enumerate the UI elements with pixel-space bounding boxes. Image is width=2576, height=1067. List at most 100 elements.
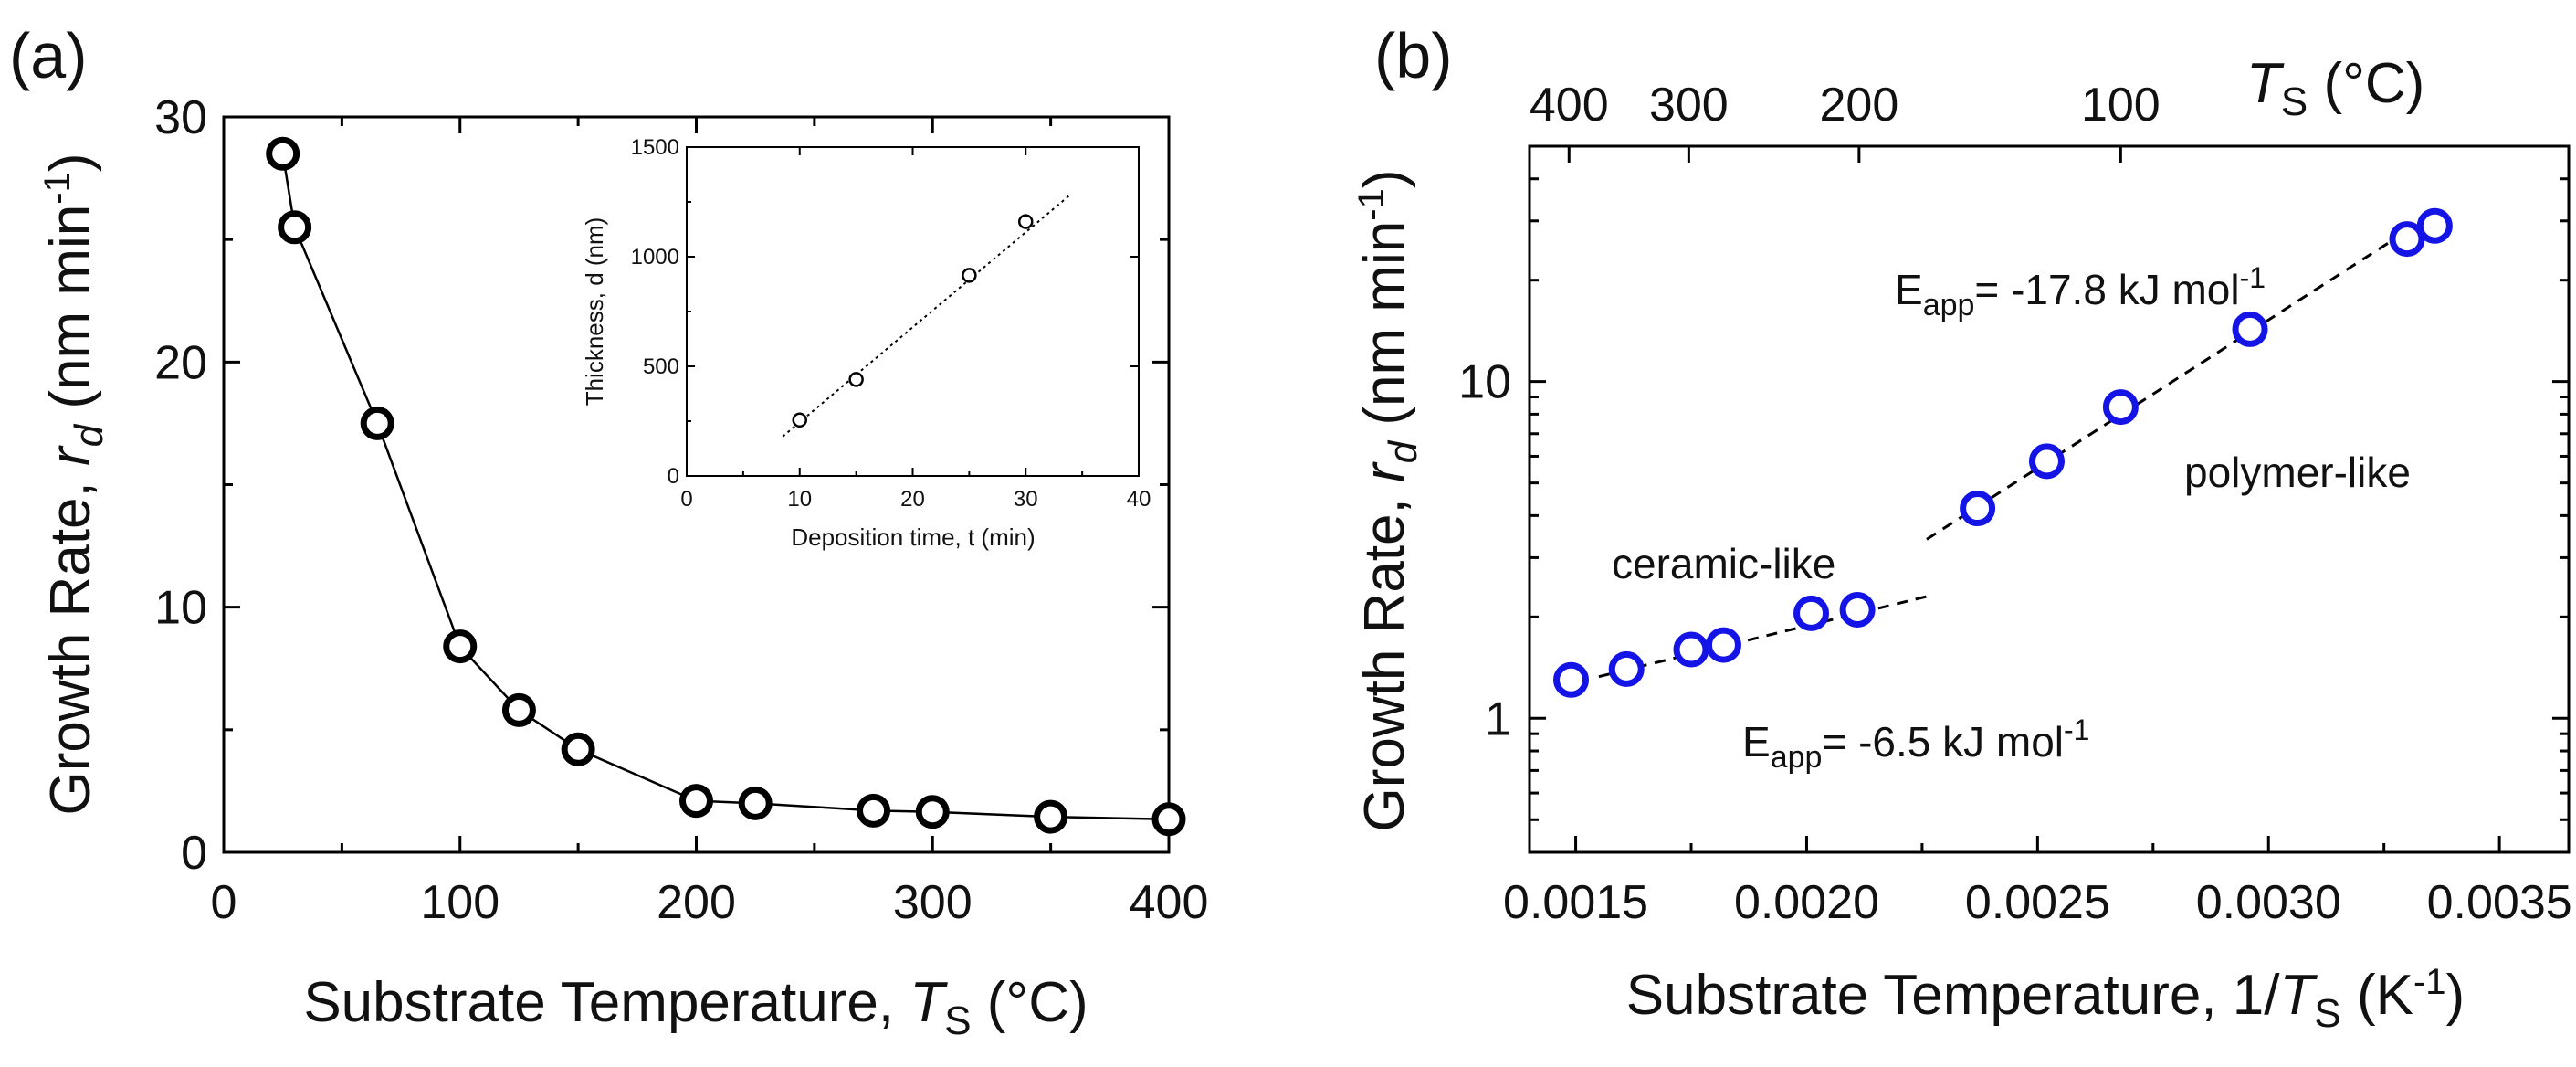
panel-b-data-point	[1793, 595, 1830, 631]
panel-b-ticks	[1530, 146, 2569, 852]
panel-b-xtick-label: 0.0020	[1734, 876, 1879, 929]
panel-b-xtick-label: 0.0030	[2196, 876, 2341, 929]
panel-b-data-point	[1608, 650, 1645, 687]
inset-data-point	[962, 268, 977, 283]
panel-b-data-point	[2102, 389, 2139, 426]
inset-xlabel: Deposition time, t (min)	[791, 523, 1035, 551]
panel-b-xtick-label: 0.0015	[1503, 876, 1648, 929]
panel-b-ylabel-sub: d	[1381, 439, 1425, 463]
panel-a-label: (a)	[9, 20, 88, 91]
panel-a-xtick-label: 0	[211, 876, 237, 929]
panel-b-data-point	[2389, 221, 2425, 258]
panel-b-top-tick-label: 200	[1819, 79, 1898, 132]
panel-b-data-point	[1839, 592, 1876, 629]
lower-eapp-e: E	[1742, 718, 1771, 766]
panel-b-frame	[1528, 144, 2571, 854]
inset-xtick-label: 30	[1014, 487, 1038, 512]
panel-b-data-point	[2416, 207, 2453, 244]
panel-a-ylabel-sub: d	[67, 423, 111, 447]
inset-chart: 0 10 20 30 40 0 500 1000 1500 Deposition time, t…	[581, 135, 1151, 551]
panel-b-ytick-label: 10	[1458, 356, 1511, 409]
panel-b-top-tick-label: 400	[1530, 79, 1609, 132]
panel-a-xlabel-var: T	[909, 971, 948, 1034]
panel-a-ylabel-close: )	[39, 153, 102, 173]
panel-b-xlabel-sub: S	[2314, 991, 2340, 1036]
inset-ticks	[686, 146, 1140, 477]
annotation-polymer-like: polymer-like	[2184, 449, 2411, 496]
upper-eapp-e: E	[1895, 266, 1923, 313]
panel-b-data-point	[1673, 631, 1709, 668]
panel-a-xtick-label: 400	[1130, 876, 1209, 929]
panel-b-data-point	[1553, 661, 1590, 698]
lower-eapp-value: = -6.5 kJ mol	[1822, 718, 2064, 766]
panel-a-ylabel-pre: Growth Rate,	[39, 466, 102, 815]
panel-a-ytick-label: 20	[154, 336, 207, 389]
panel-b-points	[1553, 207, 2453, 698]
panel-a-data-point	[1151, 802, 1186, 837]
panel-b-data-point	[1960, 491, 1996, 527]
panel-a-xlabel-pre: Substrate Temperature,	[303, 971, 909, 1034]
panel-a-data-point	[561, 732, 595, 766]
panel-a-ticks	[222, 115, 1171, 854]
panel-a-data-point	[266, 136, 300, 171]
panel-b-top-label-sub: S	[2281, 79, 2308, 124]
panel-b: (b) 0.0015 0.0020 0.0025 0.0030 0.0035 400 300…	[1351, 20, 2572, 1036]
panel-a-data-point	[857, 793, 891, 828]
panel-b-xlabel-close: )	[2446, 964, 2466, 1027]
panel-a-data-point	[278, 210, 312, 245]
annotation-lower-eapp: Eapp= -6.5 kJ mol-1	[1742, 713, 2089, 775]
panel-b-xlabel-pre: Substrate Temperature, 1/	[1626, 964, 2280, 1027]
panel-a-series-line	[281, 153, 1170, 821]
lower-eapp-sub: app	[1771, 740, 1823, 775]
inset-tick-labels: 0 10 20 30 40 0 500 1000 1500	[631, 135, 1151, 512]
panel-a-ytick-label: 30	[154, 91, 207, 144]
panel-a-ylabel-unit: (nm min	[39, 205, 102, 425]
panel-b-xlabel-sup: -1	[2413, 962, 2446, 1002]
panel-a-ytick-label: 0	[181, 827, 207, 880]
panel-a-xlabel: Substrate Temperature, TS (°C)	[303, 971, 1088, 1043]
panel-b-data-point	[2232, 311, 2268, 347]
inset-ytick-label: 0	[668, 464, 679, 489]
panel-a-data-point	[443, 629, 478, 664]
panel-a-data-point	[1034, 799, 1068, 834]
inset-data-point	[1018, 214, 1034, 229]
annotation-upper-eapp: Eapp= -17.8 kJ mol-1	[1895, 261, 2266, 322]
panel-a-xtick-label: 100	[420, 876, 499, 929]
panel-b-top-tick-label: 100	[2081, 79, 2161, 132]
inset-frame	[686, 146, 1140, 477]
panel-b-data-point	[2028, 443, 2065, 480]
upper-eapp-sup: -1	[2240, 261, 2266, 294]
panel-a-ylabel: Growth Rate, rd (nm min-1)	[37, 153, 111, 816]
panel-a-data-point	[915, 795, 950, 829]
panel-a-data-point	[679, 784, 713, 819]
panel-a-data-point	[738, 786, 773, 820]
panel-a-ylabel-var: r	[39, 445, 102, 466]
panel-b-xtick-label: 0.0025	[1965, 876, 2110, 929]
panel-b-xlabel-var: T	[2280, 964, 2318, 1027]
panel-b-ylabel-pre: Growth Rate,	[1353, 482, 1416, 831]
panel-b-xlabel-unit: (K	[2341, 964, 2413, 1027]
annotation-ceramic-like: ceramic-like	[1612, 540, 1835, 587]
panel-b-top-label-var: T	[2246, 52, 2285, 115]
inset-ylabel: Thickness, d (nm)	[581, 217, 608, 407]
inset-xtick-label: 40	[1127, 487, 1151, 512]
panel-b-xlabel: Substrate Temperature, 1/TS (K-1)	[1626, 962, 2465, 1036]
panel-b-ylabel-var: r	[1353, 461, 1416, 482]
upper-eapp-sub: app	[1923, 288, 1975, 322]
inset-ytick-label: 1500	[631, 135, 679, 160]
panel-b-ytick-label: 1	[1485, 692, 1511, 745]
panel-a-xtick-label: 300	[893, 876, 973, 929]
inset-xtick-label: 20	[900, 487, 925, 512]
inset-fit-line	[782, 193, 1072, 438]
panel-b-top-axis-label: TS (°C)	[2246, 52, 2424, 124]
panel-b-xtick-label: 0.0035	[2427, 876, 2572, 929]
panel-a-data-point	[501, 692, 536, 727]
panel-a-ytick-label: 10	[154, 582, 207, 635]
upper-eapp-value: = -17.8 kJ mol	[1974, 266, 2239, 313]
panel-a-xtick-label: 200	[657, 876, 736, 929]
panel-b-top-tick-label: 300	[1649, 79, 1729, 132]
panel-b-ylabel: Growth Rate, rd (nm min-1)	[1351, 170, 1425, 832]
inset-points	[792, 214, 1034, 428]
